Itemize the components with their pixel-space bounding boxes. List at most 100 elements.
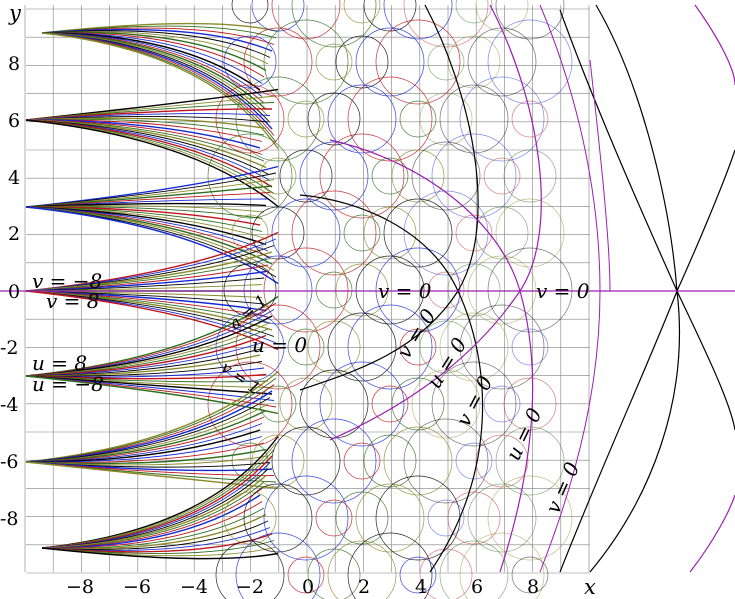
arc-circle	[511, 100, 549, 138]
arc-circle	[399, 556, 437, 594]
arc-circle	[439, 84, 509, 154]
fan-curve	[25, 202, 267, 208]
fan-curve	[41, 32, 263, 84]
arc-circle	[235, 532, 321, 599]
fan-curve	[25, 119, 269, 175]
arc-circle	[235, 304, 321, 390]
label-v0-right: v = 0	[536, 279, 590, 303]
arc-circle	[467, 255, 537, 325]
arc-circle	[455, 0, 493, 24]
arc-circle	[327, 540, 397, 599]
y-tick-label: -8	[0, 508, 19, 530]
y-tick-label: -6	[0, 451, 19, 473]
fan-curve	[41, 501, 263, 549]
fan-curve	[41, 474, 267, 549]
fan-curve	[25, 455, 269, 466]
arc-circle	[207, 133, 293, 219]
fan-curve	[41, 442, 277, 549]
arc-circle	[287, 556, 325, 594]
fan-curve	[25, 119, 277, 201]
arc-circle	[459, 76, 545, 162]
label-v0-c: v = 0	[392, 304, 441, 362]
fan-curve	[41, 436, 279, 549]
fan-curve	[25, 373, 267, 380]
contour-black-b	[299, 194, 484, 573]
arc-circle	[495, 0, 565, 40]
fan-curve	[25, 119, 261, 149]
arc-circle	[243, 483, 313, 553]
arc-circle	[231, 0, 269, 24]
fan-curve	[41, 28, 273, 52]
x-axis-name: x	[584, 575, 596, 599]
fan-curve	[25, 172, 277, 208]
fan-curve	[41, 22, 279, 34]
arc-circle	[511, 556, 549, 594]
arc-circle	[291, 0, 377, 48]
fan-curve	[25, 361, 263, 377]
contour-black-c	[589, 4, 681, 573]
arc-circle	[315, 271, 353, 309]
fan-curve	[25, 448, 267, 465]
y-tick-labels: 8 6 4 2 0 -2 -4 -6 -8	[0, 53, 20, 530]
fan-curve	[25, 206, 279, 285]
fan-curve	[25, 238, 277, 292]
fan-curve	[41, 25, 277, 39]
arc-circle	[455, 214, 493, 252]
arc-circle	[319, 361, 405, 447]
arc-circle	[235, 76, 321, 162]
fan-curve	[25, 206, 267, 246]
fan-curve	[25, 185, 273, 208]
arc-circle	[431, 133, 517, 219]
arc-circle	[231, 442, 269, 480]
arc-circle	[427, 499, 465, 537]
large-contour-curves	[299, 4, 735, 573]
label-v-neg8: v = −8	[32, 269, 102, 293]
x-tick-label: 0	[302, 576, 314, 598]
label-v0-d: v = 0	[451, 372, 497, 431]
label-u0-a: u = 0	[252, 333, 307, 357]
fan-curve	[41, 520, 269, 550]
fan-curve	[41, 455, 273, 549]
fan-curve	[25, 119, 267, 169]
fan-curve	[25, 429, 261, 463]
fan-curve	[25, 119, 263, 155]
background-grid	[24, 5, 590, 574]
fan-curve	[41, 547, 279, 560]
fan-curve	[25, 370, 279, 463]
arc-circle	[307, 548, 361, 599]
arc-circle	[375, 247, 461, 333]
arc-circle	[411, 141, 481, 211]
arc-circle	[495, 198, 565, 268]
arc-circle	[375, 19, 461, 105]
fan-curve	[41, 32, 269, 117]
arc-circle	[347, 304, 433, 390]
arc-circle	[371, 385, 409, 423]
arc-circle	[327, 84, 397, 154]
y-tick-label: 2	[8, 223, 20, 245]
arc-circle	[271, 198, 341, 268]
fan-curve	[41, 31, 267, 72]
arc-circle	[459, 532, 545, 599]
arc-circle	[467, 483, 537, 553]
arc-circle	[263, 475, 349, 561]
fan-curve	[25, 290, 269, 318]
arc-circle	[503, 149, 557, 203]
fan-curve	[25, 290, 267, 312]
arc-circle	[511, 328, 549, 366]
fan-curve	[25, 108, 273, 121]
x-tick-label: 6	[471, 576, 483, 598]
fan-curves	[25, 22, 279, 560]
fan-curve	[25, 377, 277, 463]
fan-curve	[25, 295, 279, 377]
arc-circle	[487, 247, 573, 333]
arc-circle	[327, 312, 397, 382]
label-u0-c: u = 0	[501, 404, 547, 464]
fan-curve	[25, 95, 277, 121]
arc-circle	[467, 27, 537, 97]
arc-circle	[315, 43, 353, 81]
contour-magenta-d	[689, 494, 735, 573]
arc-circle	[271, 426, 341, 496]
y-tick-label: 0	[8, 281, 20, 303]
fan-curve	[41, 513, 267, 550]
fan-curve	[25, 354, 261, 377]
